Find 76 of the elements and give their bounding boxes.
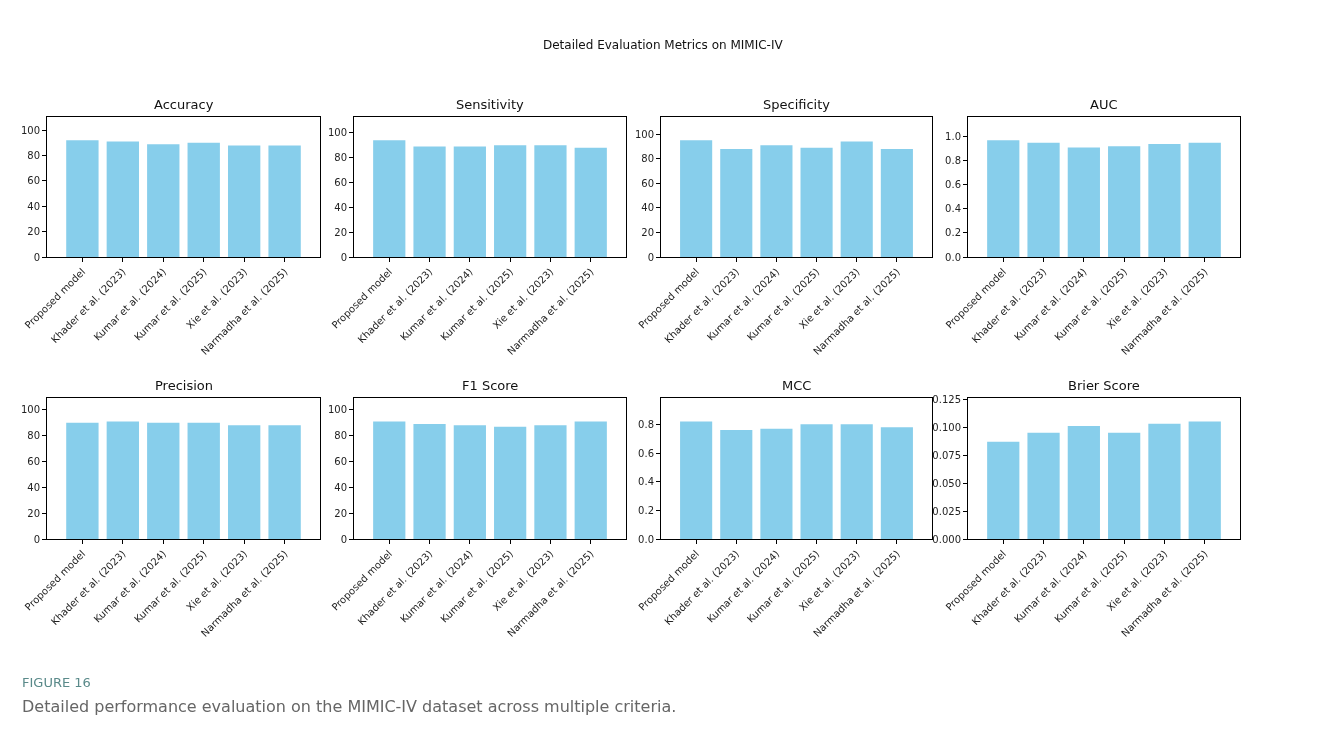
bar bbox=[574, 147, 607, 257]
y-tick-label: 40 bbox=[334, 201, 347, 213]
y-tick-label: 0.050 bbox=[932, 477, 961, 489]
y-tick-label: 40 bbox=[27, 481, 40, 493]
bar bbox=[453, 146, 486, 257]
y-tick-label: 0 bbox=[33, 251, 40, 263]
y-tick-label: 0.6 bbox=[945, 179, 961, 191]
y-tick-label: 80 bbox=[334, 152, 347, 164]
caption: FIGURE 16 bbox=[22, 675, 91, 690]
bar bbox=[1027, 142, 1060, 257]
y-tick-label: 0 bbox=[340, 533, 347, 545]
y-tick-label: 40 bbox=[27, 200, 40, 212]
y-tick-label: 100 bbox=[327, 127, 347, 139]
bar bbox=[413, 146, 446, 257]
y-tick-label: 0.2 bbox=[945, 227, 961, 239]
bar bbox=[1027, 432, 1060, 539]
y-tick-label: 40 bbox=[641, 202, 654, 214]
y-tick-label: 0.025 bbox=[932, 505, 961, 517]
y-tick-label: 100 bbox=[20, 404, 40, 416]
y-tick-label: 0 bbox=[340, 251, 347, 263]
y-tick-label: 20 bbox=[27, 507, 40, 519]
y-tick-label: 100 bbox=[20, 124, 40, 136]
y-tick-label: 20 bbox=[27, 226, 40, 238]
y-tick-label: 20 bbox=[334, 226, 347, 238]
chart-title: Specificity bbox=[763, 97, 831, 112]
bar bbox=[1108, 432, 1141, 539]
y-tick-label: 60 bbox=[27, 456, 40, 468]
y-tick-label: 1.0 bbox=[945, 131, 961, 143]
y-tick-label: 80 bbox=[334, 430, 347, 442]
bar bbox=[534, 145, 567, 257]
y-tick-label: 20 bbox=[641, 226, 654, 238]
y-tick-label: 80 bbox=[641, 153, 654, 165]
bar bbox=[987, 140, 1020, 257]
bar bbox=[494, 145, 527, 257]
chart-title: MCC bbox=[782, 378, 812, 393]
y-tick-label: 0.4 bbox=[638, 476, 654, 488]
bar bbox=[1148, 143, 1181, 257]
y-tick-label: 0.000 bbox=[932, 533, 961, 545]
y-tick-label: 0.125 bbox=[932, 393, 961, 405]
y-tick-label: 0.8 bbox=[945, 155, 961, 167]
bar bbox=[373, 140, 406, 257]
bar bbox=[1188, 142, 1221, 257]
y-tick-label: 100 bbox=[634, 128, 654, 140]
y-tick-label: 0.075 bbox=[932, 449, 961, 461]
bar bbox=[1148, 423, 1181, 539]
y-tick-label: 80 bbox=[27, 430, 40, 442]
text: Detailed Evaluation Metrics on MIMIC-IV bbox=[543, 38, 784, 52]
y-tick-label: 80 bbox=[27, 150, 40, 162]
y-tick-label: 60 bbox=[27, 175, 40, 187]
y-tick-label: 0.100 bbox=[932, 421, 961, 433]
y-tick-label: 20 bbox=[334, 507, 347, 519]
chart-title: AUC bbox=[1090, 97, 1118, 112]
y-tick-label: 100 bbox=[327, 404, 347, 416]
y-tick-label: 0.0 bbox=[638, 533, 654, 545]
y-tick-label: 60 bbox=[334, 177, 347, 189]
chart-title: Precision bbox=[155, 378, 214, 393]
y-tick-label: 0.6 bbox=[638, 447, 654, 459]
chart-title: Accuracy bbox=[154, 97, 214, 112]
y-tick-label: 0.2 bbox=[638, 504, 654, 516]
y-tick-label: 0 bbox=[33, 533, 40, 545]
bar bbox=[1067, 425, 1100, 539]
y-tick-label: 60 bbox=[641, 177, 654, 189]
bar bbox=[1188, 421, 1221, 539]
y-tick-label: 0 bbox=[647, 251, 654, 263]
y-tick-label: 0.0 bbox=[945, 251, 961, 263]
y-tick-label: 40 bbox=[334, 481, 347, 493]
chart-title: Sensitivity bbox=[456, 97, 524, 112]
bar bbox=[1108, 146, 1141, 257]
y-tick-label: 0.8 bbox=[638, 418, 654, 430]
y-tick-label: 0.4 bbox=[945, 203, 961, 215]
bar bbox=[1067, 147, 1100, 257]
y-tick-label: 60 bbox=[334, 456, 347, 468]
chart-title: Brier Score bbox=[1068, 378, 1140, 393]
chart-title: F1 Score bbox=[462, 378, 519, 393]
text: Detailed performance evaluation on the MIMIC-IV dataset across multiple criteria. bbox=[22, 697, 677, 716]
bar bbox=[987, 441, 1020, 539]
